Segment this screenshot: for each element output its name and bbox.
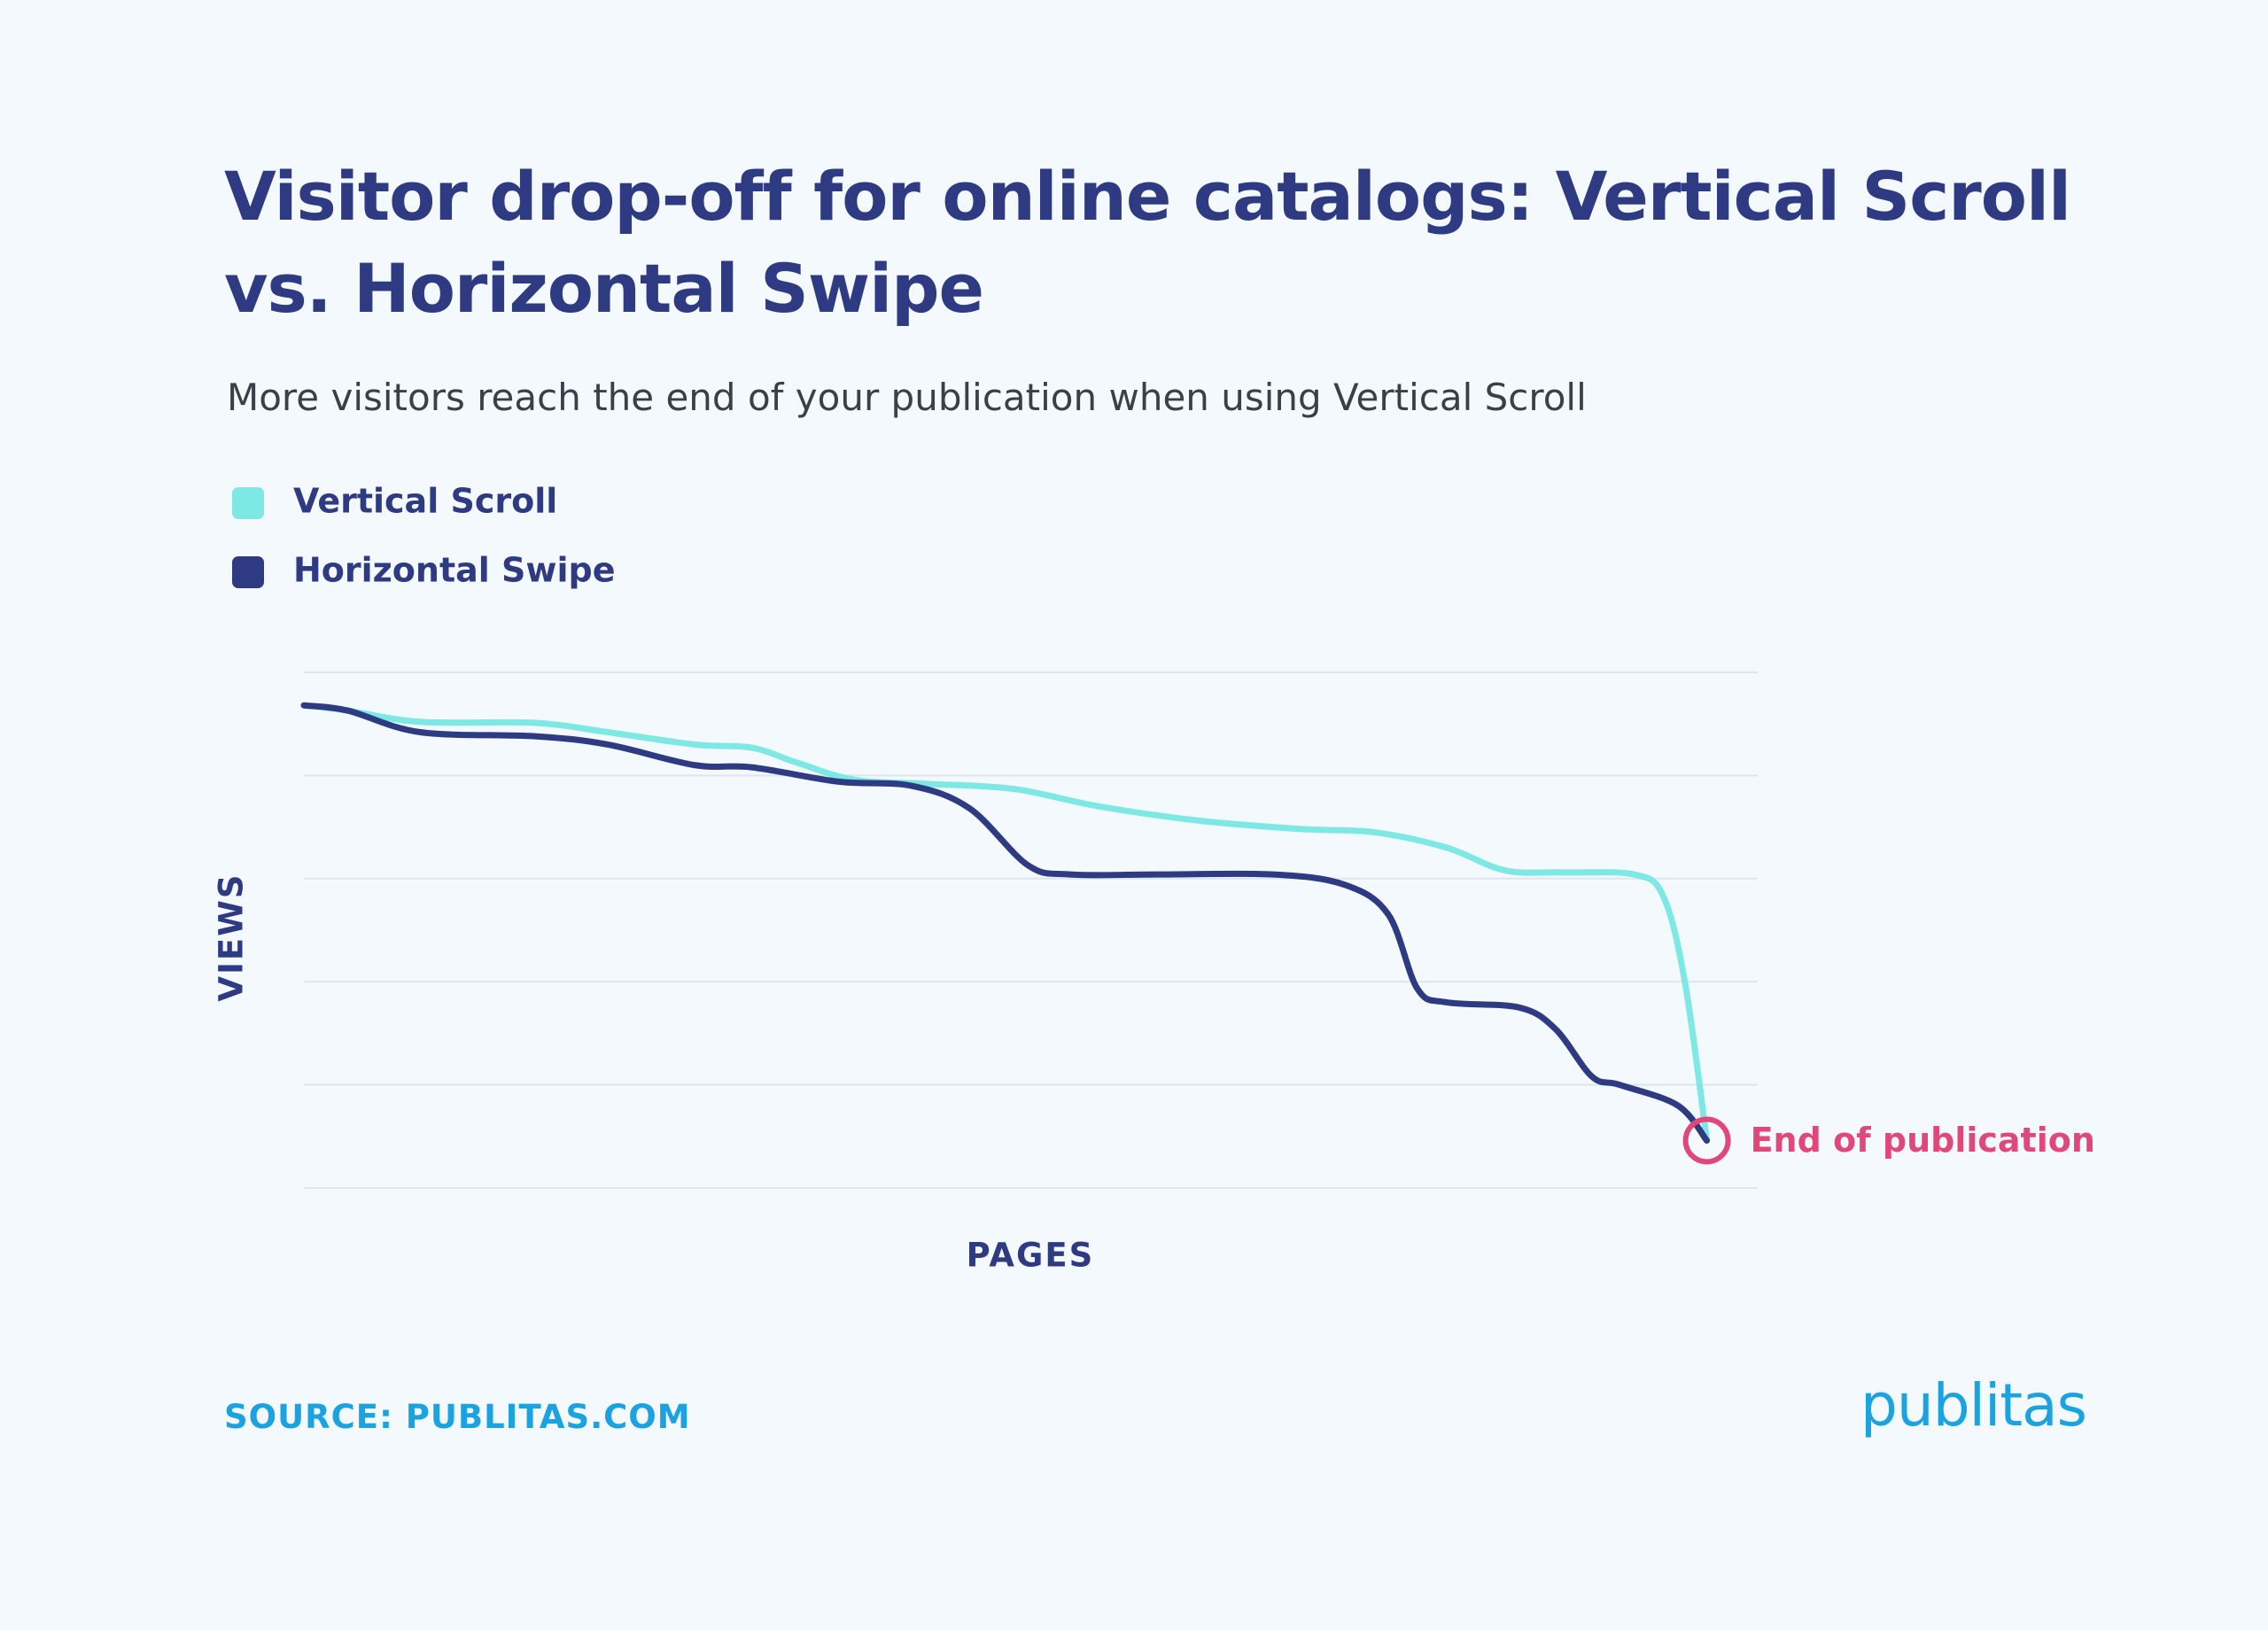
logo: publitas xyxy=(1860,1371,2087,1440)
annotation: End of publication xyxy=(1751,1121,2095,1160)
series-line xyxy=(300,702,1711,1144)
series-line xyxy=(300,702,1711,1144)
y-axis-label: VIEWS xyxy=(213,873,251,1001)
legend-label: Horizontal Swipe xyxy=(293,551,616,590)
source: SOURCE: PUBLITAS.COM xyxy=(224,1398,691,1436)
subtitle: More visitors reach the end of your publ… xyxy=(227,376,1587,419)
x-axis-label: PAGES xyxy=(967,1237,1095,1275)
legend-label: Vertical Scroll xyxy=(293,482,557,521)
end-marker xyxy=(1682,1116,1731,1165)
title: Visitor drop-off for online catalogs: Ve… xyxy=(224,157,2071,328)
legend-swatch xyxy=(232,487,264,519)
legend-swatch xyxy=(232,556,264,588)
